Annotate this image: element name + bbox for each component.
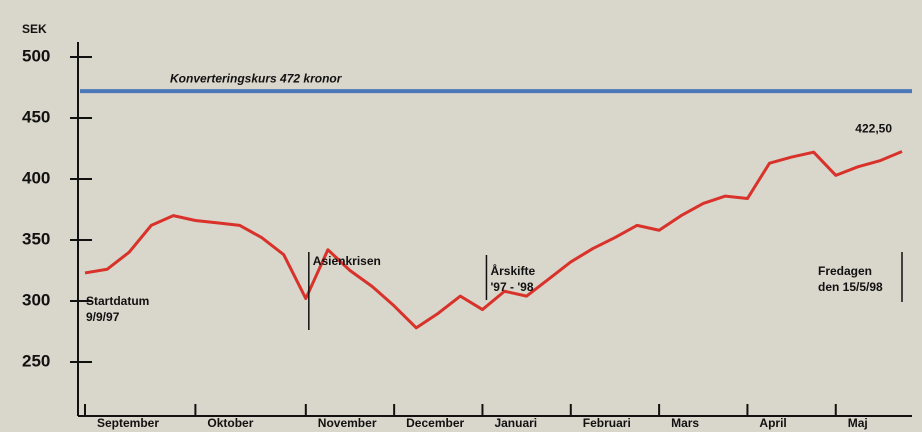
y-tick-label: 300 xyxy=(22,290,50,309)
x-tick-label: April xyxy=(759,416,786,430)
y-tick-label: 450 xyxy=(22,107,50,126)
x-tick-label: Maj xyxy=(848,416,868,430)
y-tick-label: 250 xyxy=(22,351,50,370)
y-tick-label: 400 xyxy=(22,168,50,187)
x-tick-label: December xyxy=(406,416,464,430)
x-tick-label: Mars xyxy=(671,416,699,430)
annotation: '97 - '98 xyxy=(490,280,533,294)
x-tick-label: Oktober xyxy=(207,416,253,430)
x-tick-label: November xyxy=(318,416,377,430)
annotation: Fredagen xyxy=(818,264,872,278)
annotation: Årskifte xyxy=(490,263,535,278)
annotation: Asienkrisen xyxy=(313,254,381,268)
x-tick-label: Februari xyxy=(583,416,631,430)
y-tick-label: 350 xyxy=(22,229,50,248)
y-axis-label: SEK xyxy=(22,22,47,36)
data-label: 422,50 xyxy=(855,122,892,136)
annotation: den 15/5/98 xyxy=(818,280,883,294)
y-tick-label: 500 xyxy=(22,46,50,65)
annotation: 9/9/97 xyxy=(86,310,120,324)
x-tick-label: September xyxy=(97,416,159,430)
reference-label: Konverteringskurs 472 kronor xyxy=(170,71,343,85)
line xyxy=(84,150,903,330)
annotation: Startdatum xyxy=(86,294,149,308)
x-tick-label: Januari xyxy=(494,416,537,430)
